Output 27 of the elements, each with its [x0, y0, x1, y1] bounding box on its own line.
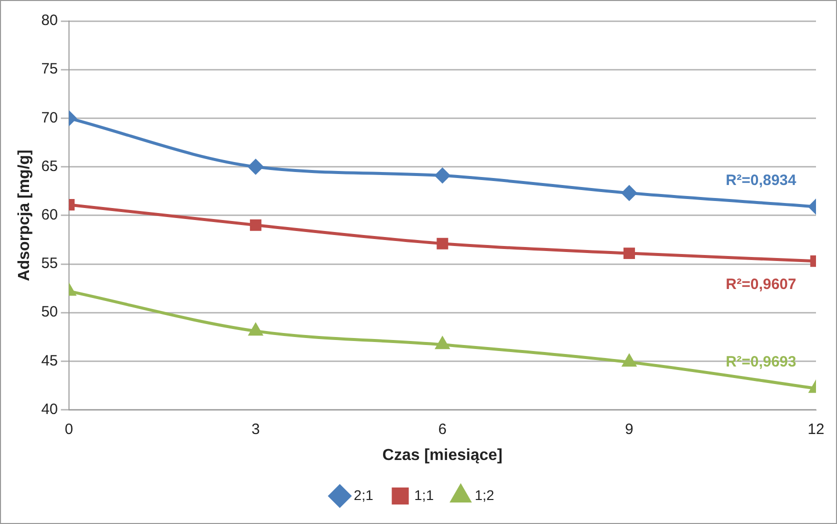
y-tick-label: 75	[41, 60, 58, 78]
annotation: R²=0,9607	[726, 276, 796, 294]
annotation: R²=0,9693	[726, 354, 796, 371]
y-axis-title: Adsorpcja [mg/g]	[16, 150, 34, 282]
y-tick-label: 50	[41, 304, 58, 321]
x-tick-label: 6	[438, 420, 447, 438]
legend-label: 1;2	[474, 486, 494, 503]
y-tick-label: 45	[41, 352, 58, 370]
point	[436, 238, 448, 250]
y-tick-label: 65	[41, 158, 58, 175]
point	[434, 168, 450, 184]
x-tick-label: 12	[808, 420, 824, 438]
x-axis-title: Czas [miesiące]	[382, 446, 502, 464]
y-tick-label: 55	[41, 255, 58, 272]
x-tick-label: 0	[64, 420, 74, 438]
point	[623, 248, 635, 260]
y-tick-label: 80	[41, 12, 58, 30]
x-tick-label: 3	[251, 420, 260, 438]
x-tick-label: 9	[625, 420, 634, 438]
point	[248, 159, 264, 174]
y-tick-label: 60	[41, 206, 58, 224]
annotation: R²=0,8934	[726, 172, 797, 189]
point	[436, 337, 450, 350]
y-tick-label: 40	[41, 400, 58, 418]
legend-label: 1;1	[414, 486, 434, 503]
y-tick-label: 70	[41, 109, 58, 126]
legend-label: 2;1	[354, 486, 374, 503]
